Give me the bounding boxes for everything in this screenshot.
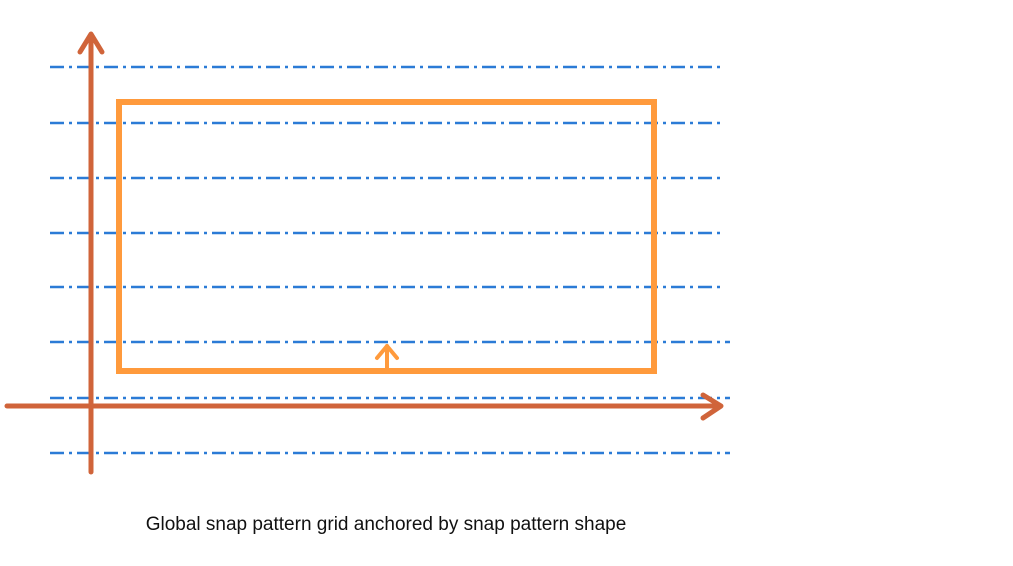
anchor-arrow <box>375 344 399 370</box>
snap-pattern-shape <box>116 99 657 374</box>
snap-grid <box>50 65 730 455</box>
x-axis-arrow <box>4 392 724 421</box>
diagram-caption: Global snap pattern grid anchored by sna… <box>145 514 627 535</box>
y-axis-arrow <box>77 31 105 475</box>
